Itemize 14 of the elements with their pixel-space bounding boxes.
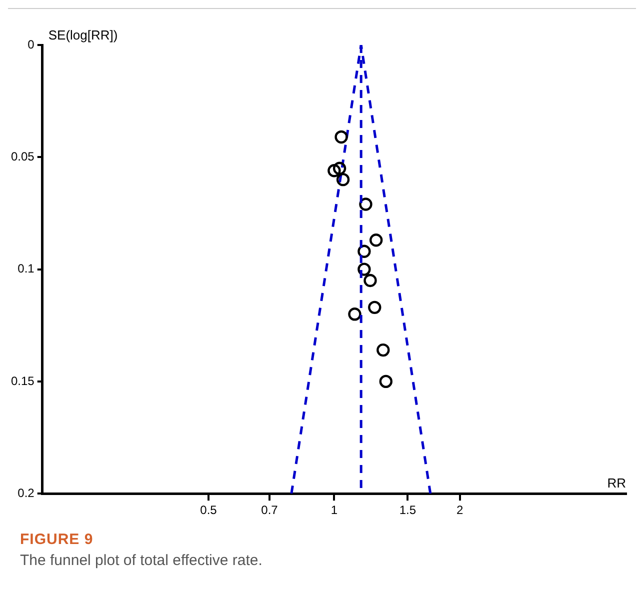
y-tick-label: 0 [28,37,35,52]
y-tick-label: 0.15 [10,374,35,388]
x-tick-label: 0.7 [261,503,278,518]
y-tick-label: 0.1 [18,262,35,276]
x-tick-label: 1.5 [399,503,416,518]
x-axis-title: RR [607,476,626,491]
y-tick-label: 0.2 [18,486,35,500]
y-axis-title: SE(log[RR]) [48,28,118,43]
text: The funnel plot of total effective rate. [20,552,264,569]
x-tick-label: 2 [456,503,464,518]
x-tick-label: 0.5 [200,503,218,518]
x-tick-label: 1 [330,503,338,518]
y-tick-label: 0.05 [10,149,35,164]
caption: FIGURE 9 [20,531,94,548]
